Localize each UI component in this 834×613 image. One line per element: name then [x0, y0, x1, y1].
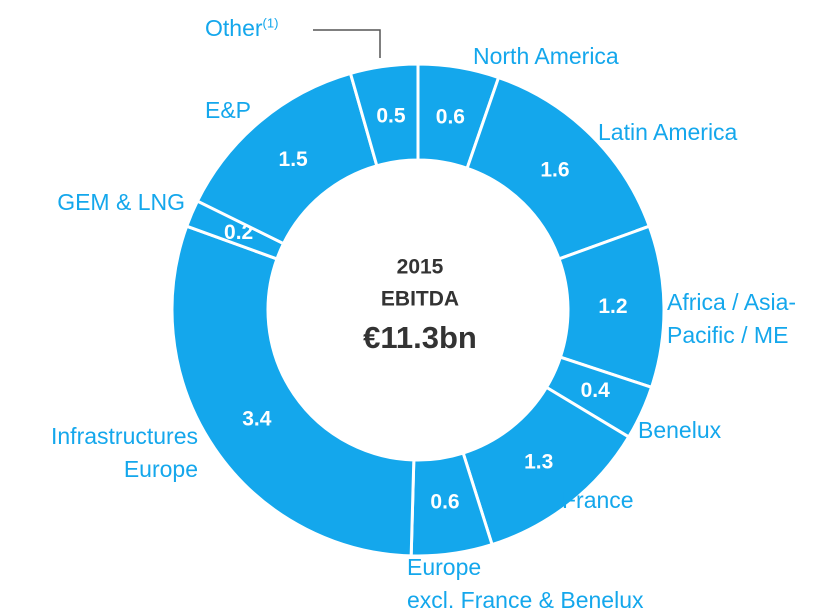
category-label: France: [562, 484, 634, 517]
leader-line: [313, 29, 381, 58]
category-label: Infrastructures Europe: [51, 420, 198, 486]
category-text: Africa / Asia- Pacific / ME: [667, 289, 797, 348]
center-year: 2015: [397, 256, 444, 279]
category-text: France: [562, 487, 634, 513]
value-label: 0.6: [430, 491, 459, 514]
footnote-marker: (1): [262, 15, 279, 31]
category-label: Benelux: [638, 414, 721, 447]
center-total: €11.3bn: [363, 320, 477, 355]
category-text: E&P: [205, 97, 252, 123]
center-label: EBITDA: [381, 288, 459, 311]
category-label: Other(1): [205, 12, 278, 45]
category-text: Benelux: [638, 417, 722, 443]
segment: [170, 224, 416, 558]
category-text: Other: [205, 15, 263, 41]
category-text: GEM & LNG: [57, 189, 185, 215]
category-text: Infrastructures Europe: [51, 423, 198, 482]
value-label: 0.6: [436, 105, 465, 128]
category-label: E&P: [205, 94, 251, 127]
value-label: 1.2: [598, 295, 627, 318]
category-label: Latin America: [598, 116, 737, 149]
value-label: 1.6: [540, 159, 569, 182]
value-label: 1.3: [524, 451, 553, 474]
value-label: 0.4: [581, 379, 611, 402]
category-label: North America: [473, 40, 619, 73]
value-label: 3.4: [242, 407, 272, 430]
segment: [348, 62, 420, 168]
value-label: 0.2: [224, 221, 253, 244]
category-text: Europe excl. France & Benelux: [407, 554, 644, 613]
value-label: 0.5: [376, 104, 406, 127]
value-label: 1.5: [279, 148, 309, 171]
category-text: Latin America: [598, 119, 738, 145]
category-label: Europe excl. France & Benelux: [407, 551, 644, 613]
category-label: Africa / Asia- Pacific / ME: [667, 286, 796, 352]
category-text: North America: [473, 43, 619, 69]
category-label: GEM & LNG: [57, 186, 185, 219]
